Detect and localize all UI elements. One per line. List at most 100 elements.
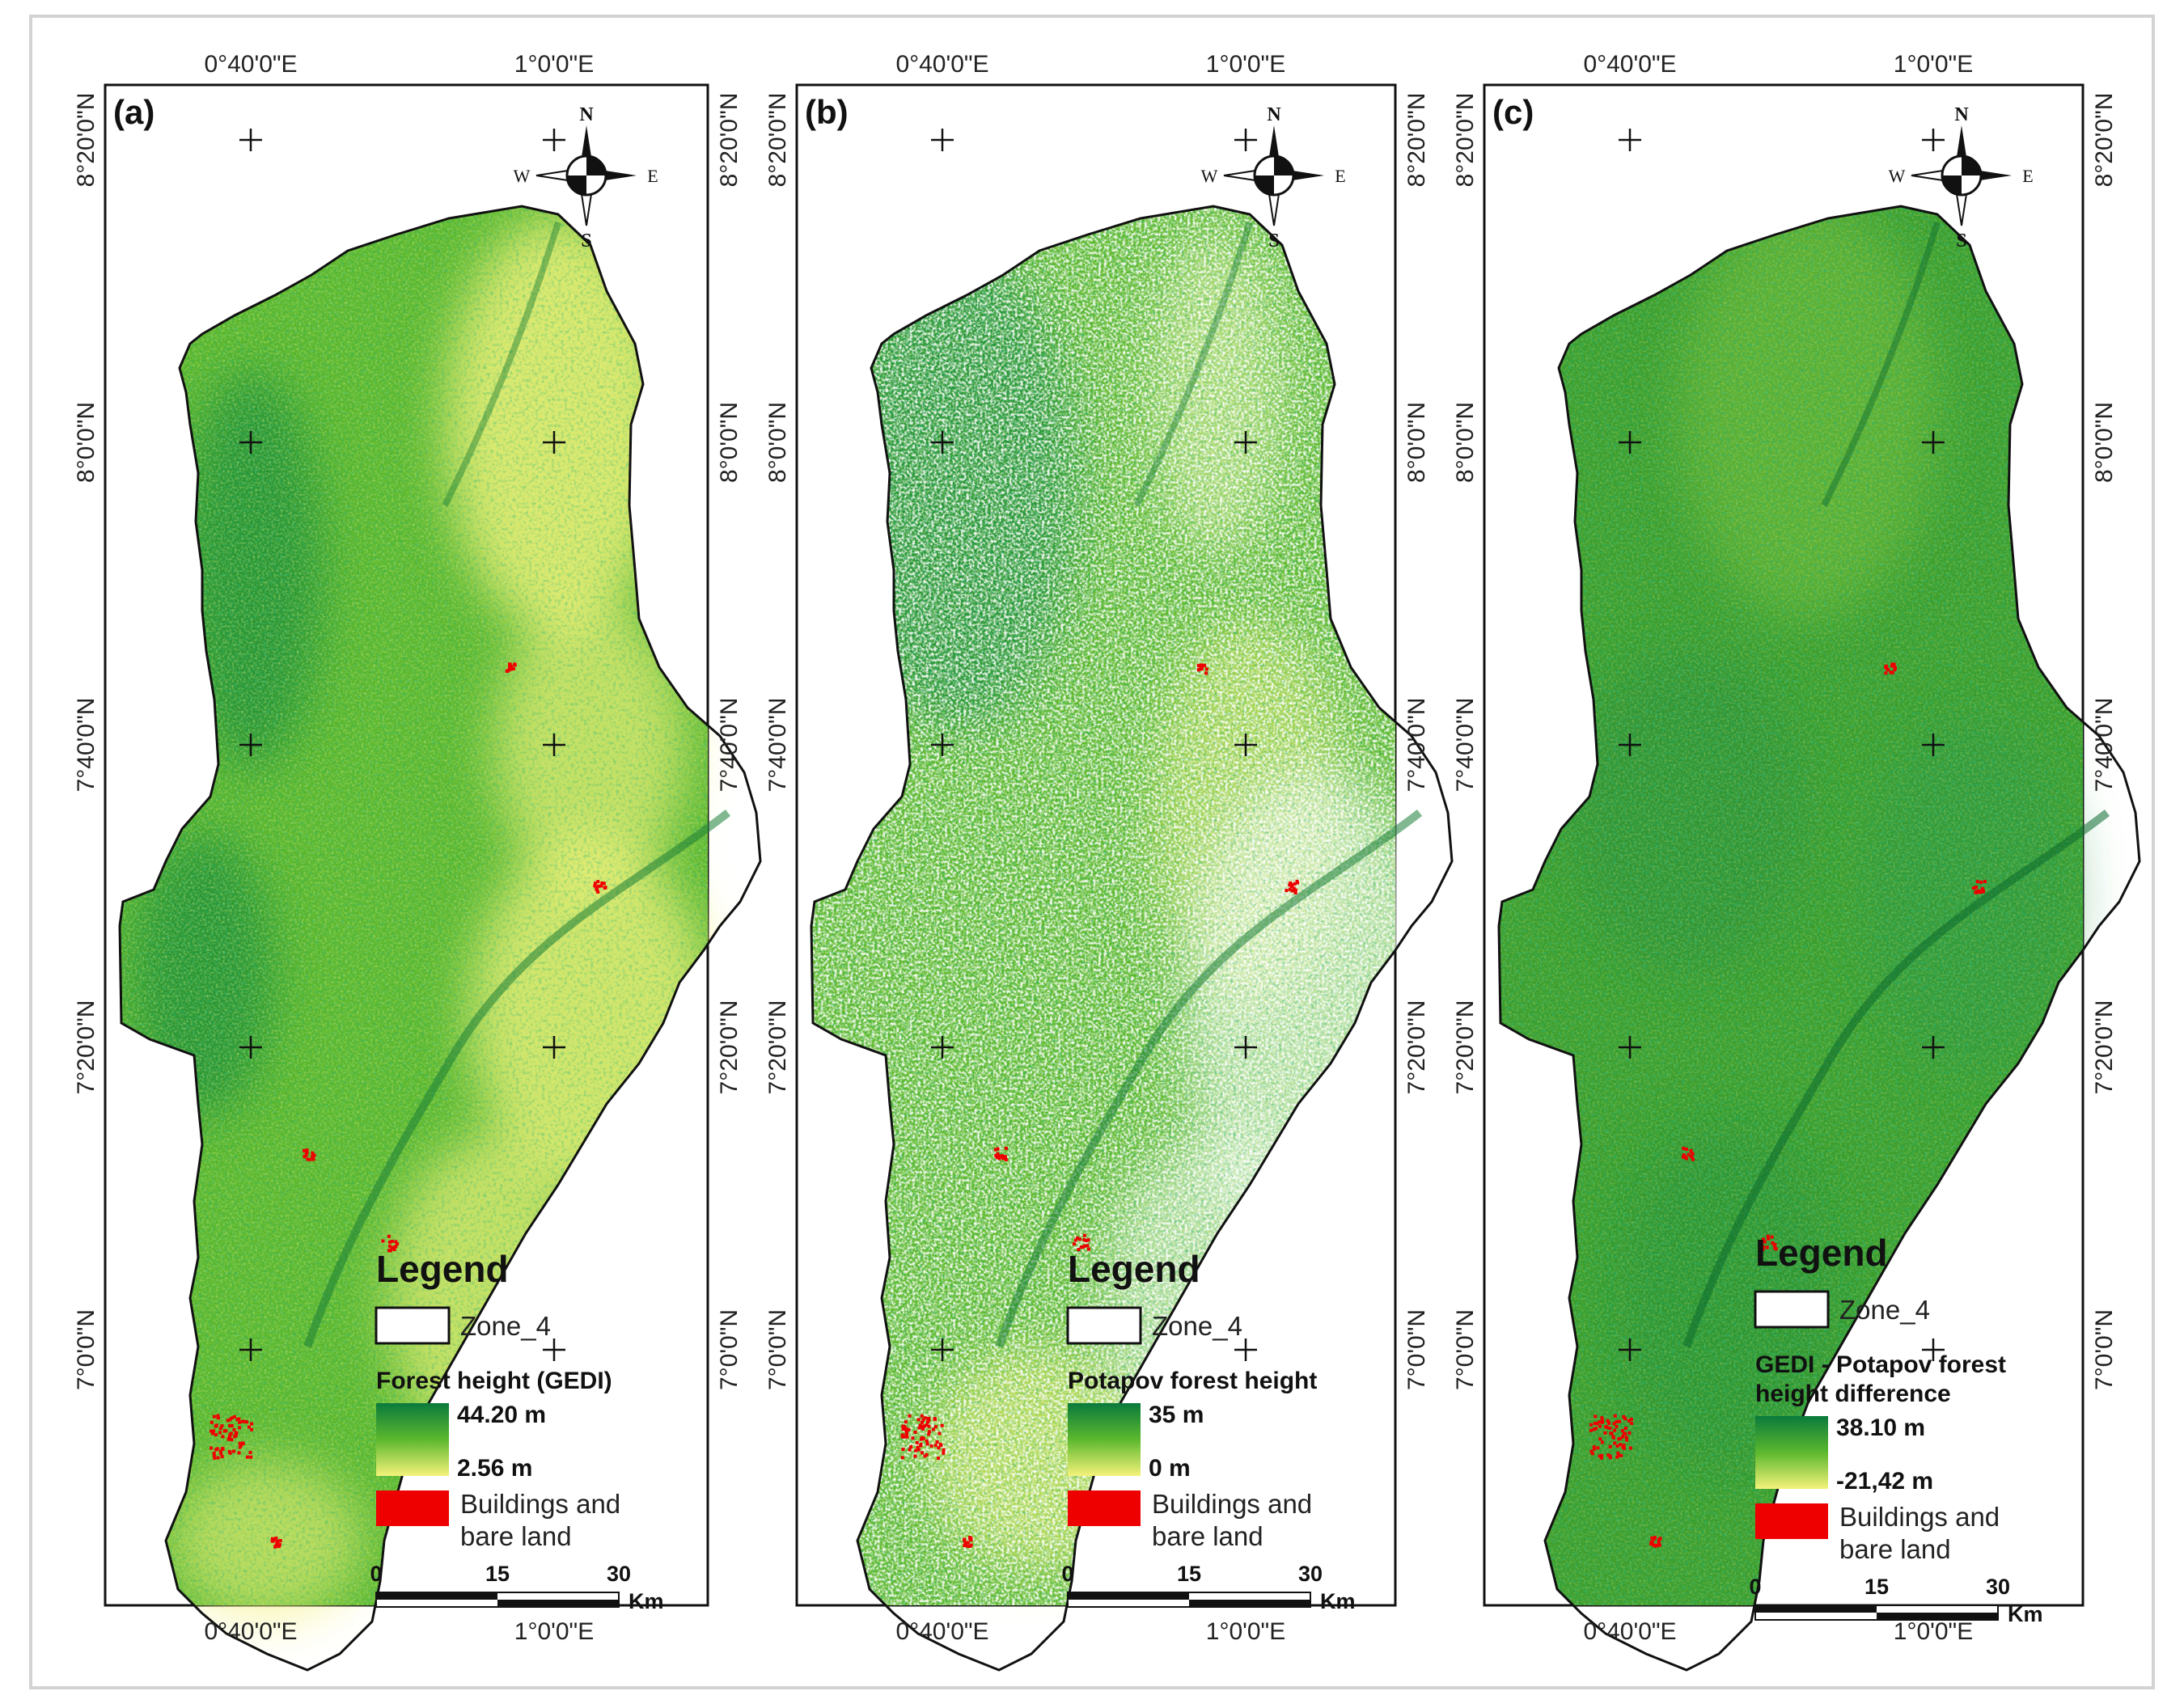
- graticule-cross: [1922, 1338, 1945, 1361]
- scale-label-30: 30: [1298, 1562, 1323, 1586]
- graticule-cross: [931, 734, 954, 756]
- scale-label-15: 15: [1864, 1575, 1889, 1599]
- lon-label-bottom: 1°0'0"E: [1894, 1618, 1973, 1645]
- ramp-max-label: 38.10 m: [1836, 1414, 1925, 1441]
- lat-label-left: 8°0'0"N: [1452, 402, 1479, 483]
- graticule-cross: [1234, 1036, 1257, 1059]
- graticule-cross: [239, 734, 262, 756]
- legend-title: Legend: [376, 1248, 509, 1290]
- graticule-cross: [543, 1036, 565, 1059]
- graticule-cross: [931, 1036, 954, 1059]
- lat-label-left: 7°20'0"N: [764, 1000, 791, 1095]
- compass-e: E: [2022, 166, 2033, 186]
- zone-swatch: [1066, 1306, 1142, 1345]
- graticule-cross: [239, 129, 262, 151]
- lon-label-top: 1°0'0"E: [514, 51, 594, 78]
- lat-label-left: 8°20'0"N: [764, 93, 791, 188]
- zone-label: Zone_4: [1839, 1295, 1930, 1325]
- lat-label-left: 7°40'0"N: [73, 698, 99, 793]
- compass-e: E: [1335, 166, 1345, 186]
- buildings-patches: [1552, 662, 1987, 1548]
- zone-label: Zone_4: [1152, 1311, 1242, 1341]
- lon-label-top: 0°40'0"E: [895, 51, 988, 78]
- graticule-cross: [543, 734, 565, 756]
- lat-label-left: 8°0'0"N: [764, 402, 791, 483]
- lat-label-right: 8°20'0"N: [1403, 93, 1430, 188]
- scale-label-0: 0: [1061, 1562, 1073, 1586]
- compass-s: S: [1268, 230, 1279, 252]
- lat-label-right: 8°20'0"N: [716, 93, 743, 188]
- graticule-cross: [543, 1338, 565, 1361]
- scale-unit: Km: [1320, 1589, 1356, 1613]
- buildings-label-line2: bare land: [1152, 1521, 1263, 1551]
- lat-label-right: 8°0'0"N: [2091, 402, 2118, 483]
- compass-s: S: [581, 230, 591, 252]
- ramp-min-label: -21,42 m: [1836, 1468, 1933, 1495]
- lon-label-top: 0°40'0"E: [204, 51, 297, 78]
- compass-n: N: [579, 104, 594, 125]
- panel-letter: (a): [113, 93, 154, 131]
- graticule-cross: [1922, 431, 1945, 454]
- compass-n: N: [1267, 104, 1281, 125]
- north-arrow-icon: N S W E: [1889, 104, 2034, 252]
- lat-label-left: 7°0'0"N: [73, 1309, 99, 1390]
- graticule-cross: [931, 1338, 954, 1361]
- graticule-cross: [1619, 431, 1641, 454]
- lat-label-right: 7°40'0"N: [716, 698, 743, 793]
- buildings-swatch: [376, 1490, 449, 1526]
- panel-letter: (b): [805, 93, 849, 131]
- graticule-cross: [1922, 1036, 1945, 1059]
- zone-swatch: [375, 1306, 451, 1345]
- forest-raster: [1499, 206, 2110, 1605]
- compass-w: W: [1201, 166, 1218, 186]
- map-panel-2: 0°40'0"E 0°40'0"E 1°0'0"E 1°0'0"E 8°20'0"N 8°…: [764, 51, 1454, 1672]
- buildings-swatch: [1068, 1490, 1141, 1526]
- color-ramp: [376, 1403, 449, 1476]
- graticule-cross: [1619, 129, 1641, 151]
- zone-label: Zone_4: [460, 1311, 551, 1341]
- buildings-label: Buildings and: [1152, 1489, 1312, 1519]
- buildings-swatch: [1755, 1503, 1828, 1539]
- ramp-min-label: 2.56 m: [457, 1455, 532, 1482]
- lon-label-top: 1°0'0"E: [1206, 51, 1285, 78]
- lat-label-left: 8°0'0"N: [73, 402, 99, 483]
- scale-unit: Km: [629, 1589, 664, 1613]
- layer-title: Forest height (GEDI): [376, 1368, 612, 1394]
- lat-label-right: 7°20'0"N: [1403, 1000, 1430, 1095]
- legend: Legend Zone_4 GEDI - Potapov forest height …: [1749, 1232, 2042, 1626]
- ramp-min-label: 0 m: [1149, 1455, 1191, 1482]
- compass-n: N: [1954, 104, 1969, 125]
- graticule-cross: [1234, 734, 1257, 756]
- scale-label-30: 30: [607, 1562, 631, 1586]
- graticule-cross: [1619, 1338, 1641, 1361]
- lon-label-top: 1°0'0"E: [1894, 51, 1973, 78]
- lon-label-bottom: 1°0'0"E: [1206, 1618, 1285, 1645]
- lat-label-right: 8°20'0"N: [2091, 93, 2118, 188]
- lat-label-left: 7°0'0"N: [1452, 1309, 1479, 1390]
- zone-swatch: [1754, 1290, 1830, 1329]
- lat-label-left: 7°40'0"N: [1452, 698, 1479, 793]
- legend: Legend Zone_4 Potapov forest height 35 m 0 m…: [1061, 1248, 1355, 1613]
- graticule-cross: [543, 129, 565, 151]
- graticule-cross: [1234, 129, 1257, 151]
- graticule-cross: [1922, 129, 1945, 151]
- scale-label-15: 15: [1177, 1562, 1201, 1586]
- lat-label-left: 8°20'0"N: [1452, 93, 1479, 188]
- scale-label-0: 0: [1749, 1575, 1761, 1599]
- lat-label-left: 7°40'0"N: [764, 698, 791, 793]
- lon-label-bottom: 1°0'0"E: [514, 1618, 594, 1645]
- lat-label-right: 7°0'0"N: [716, 1309, 743, 1390]
- color-ramp: [1068, 1403, 1141, 1476]
- panel-letter: (c): [1492, 93, 1534, 131]
- graticule-cross: [931, 129, 954, 151]
- lat-label-right: 7°40'0"N: [2091, 698, 2118, 793]
- graticule-cross: [1619, 1036, 1641, 1059]
- lat-label-right: 7°0'0"N: [2091, 1309, 2118, 1390]
- lat-label-right: 7°20'0"N: [716, 1000, 743, 1095]
- buildings-label: Buildings and: [1839, 1502, 2000, 1532]
- map-panel-3: 0°40'0"E 0°40'0"E 1°0'0"E 1°0'0"E 8°20'0"N 8°…: [1452, 51, 2141, 1672]
- ramp-max-label: 44.20 m: [457, 1402, 546, 1428]
- map-panel-1: 0°40'0"E 0°40'0"E 1°0'0"E 1°0'0"E 8°20'0"N 8°…: [73, 51, 762, 1672]
- lat-label-left: 7°20'0"N: [1452, 1000, 1479, 1095]
